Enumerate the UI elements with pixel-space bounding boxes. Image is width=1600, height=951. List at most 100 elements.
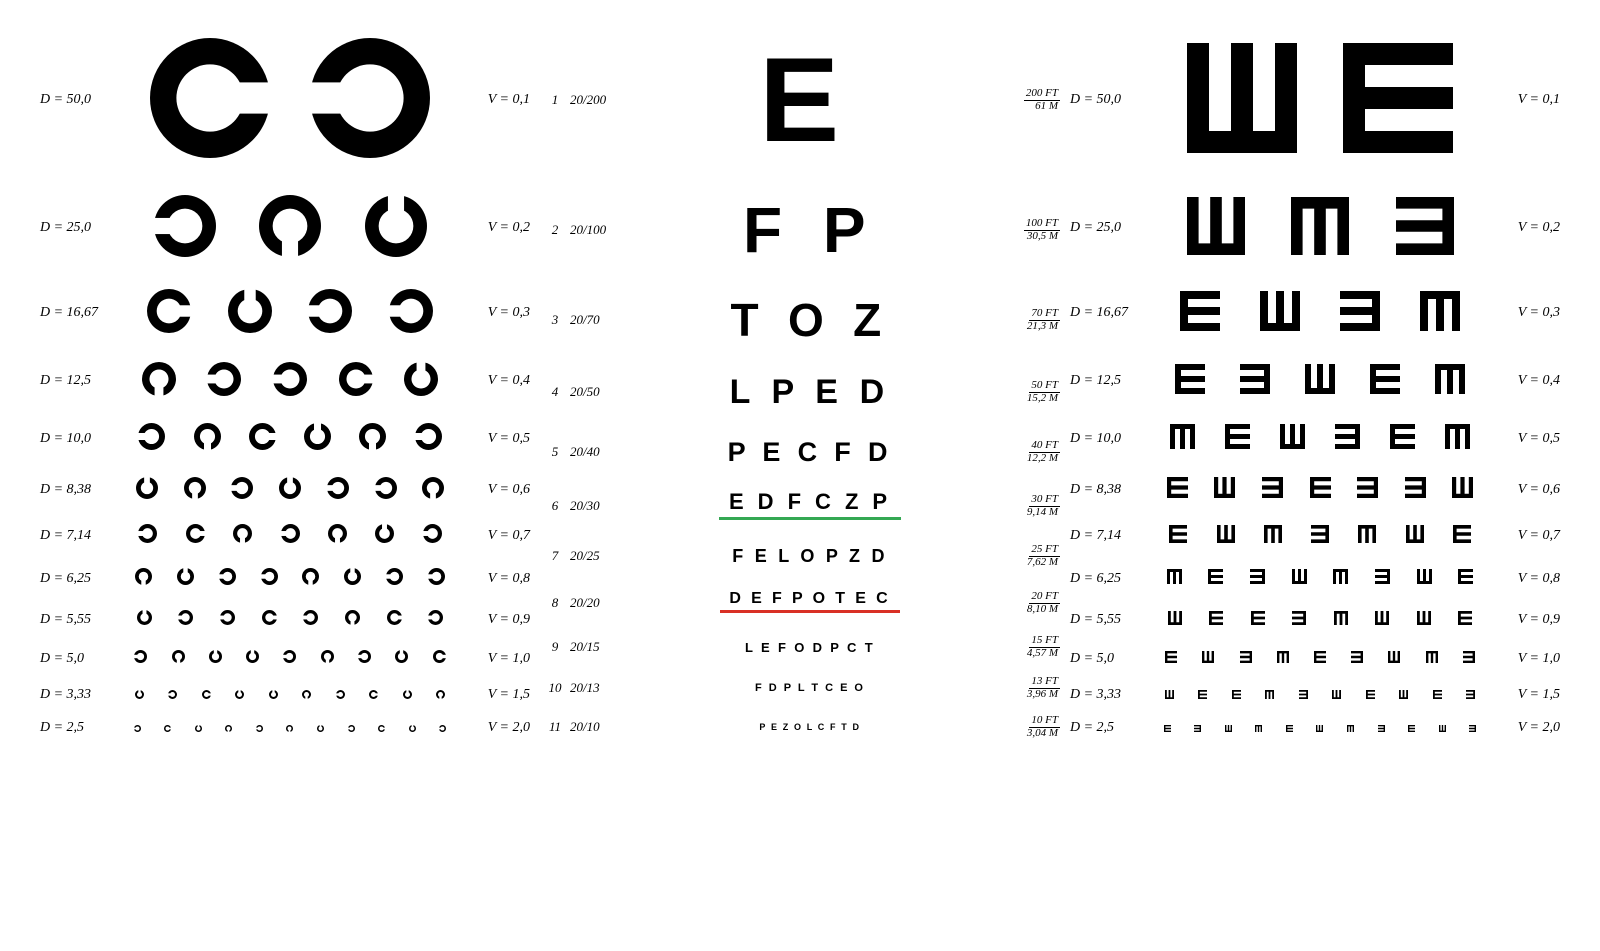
tumbling-symbols (1140, 719, 1500, 737)
tumbling-e-icon (1187, 197, 1245, 260)
tumbling-e-icon (1286, 719, 1293, 737)
snellen-letters: D E F P O T E C (630, 590, 990, 617)
tumbling-e-icon (1458, 569, 1473, 589)
landolt-c-icon (375, 524, 394, 548)
landolt-d-label: D = 7,14 (40, 528, 110, 544)
tumbling-e-icon (1214, 477, 1235, 503)
landolt-c-icon (283, 650, 296, 668)
tumbling-e-icon (1180, 291, 1220, 336)
tumbling-e-icon (1458, 611, 1472, 630)
snellen-row: 720/25F E L O P Z D25 FT7,62 M (540, 532, 1060, 580)
landolt-c-icon (172, 650, 185, 668)
landolt-c-icon (439, 719, 446, 737)
tumbling-v-label: V = 0,8 (1500, 571, 1560, 587)
landolt-c-icon (228, 289, 272, 338)
landolt-c-icon (404, 362, 438, 401)
snellen-distance: 100 FT30,5 M (990, 218, 1060, 242)
snellen-distance-ft: 20 FT (1029, 591, 1060, 604)
landolt-c-icon (142, 362, 176, 401)
tumbling-symbols (1140, 686, 1500, 704)
snellen-row: 220/100F P100 FT30,5 M (540, 180, 1060, 280)
landolt-v-label: V = 0,7 (470, 528, 530, 544)
landolt-row: D = 6,25 (40, 558, 530, 600)
tumbling-v-label: V = 2,0 (1500, 720, 1560, 736)
tumbling-e-icon (1453, 525, 1471, 548)
landolt-v-label: V = 2,0 (470, 720, 530, 736)
landolt-c-icon (164, 719, 171, 737)
snellen-distance: 30 FT9,14 M (990, 494, 1060, 518)
tumbling-e-icon (1375, 611, 1389, 630)
landolt-d-label: D = 2,5 (40, 720, 110, 736)
snellen-letters: E (630, 31, 990, 169)
tumbling-e-icon (1291, 197, 1349, 260)
tumbling-e-icon (1225, 424, 1250, 454)
snellen-letters-text: L P E D (630, 373, 990, 412)
landolt-c-icon (302, 568, 319, 590)
tumbling-e-icon (1420, 291, 1460, 336)
landolt-c-icon (135, 568, 152, 590)
landolt-c-icon (138, 524, 157, 548)
landolt-c-icon (358, 650, 371, 668)
landolt-c-icon (281, 524, 300, 548)
tumbling-e-icon (1463, 650, 1475, 668)
tumbling-row: D = 25,0 V = 0,2 (1070, 180, 1560, 276)
tumbling-e-icon (1165, 686, 1174, 704)
tumbling-e-icon (1333, 569, 1348, 589)
landolt-symbols (110, 650, 470, 668)
tumbling-e-icon (1469, 719, 1476, 737)
tumbling-symbols (1140, 43, 1500, 158)
snellen-letters-text: F P (630, 193, 990, 267)
landolt-symbols (110, 524, 470, 548)
tumbling-e-icon (1366, 686, 1375, 704)
tumbling-e-icon (1334, 611, 1348, 630)
landolt-symbols (110, 38, 470, 163)
tumbling-row: D = 50,0 V = 0,1 (1070, 20, 1560, 180)
snellen-row: 420/50L P E D50 FT15,2 M (540, 360, 1060, 424)
landolt-c-icon (184, 477, 206, 504)
tumbling-e-icon (1264, 525, 1282, 548)
snellen-distance: 13 FT3,96 M (990, 676, 1060, 700)
tumbling-symbols (1140, 611, 1500, 630)
snellen-letters: L E F O D P C T (630, 640, 990, 655)
landolt-c-icon (202, 686, 211, 704)
landolt-d-label: D = 5,55 (40, 612, 110, 628)
snellen-distance-m: 21,3 M (1025, 321, 1060, 333)
snellen-row: 620/30E D F C Z P30 FT9,14 M (540, 480, 1060, 532)
snellen-distance: 15 FT4,57 M (990, 635, 1060, 659)
landolt-c-icon (433, 650, 446, 668)
snellen-acuity: 20/70 (570, 312, 630, 328)
landolt-c-icon (286, 719, 293, 737)
tumbling-row: D = 7,14 V = 0,7 (1070, 514, 1560, 558)
landolt-c-icon (359, 423, 386, 455)
snellen-row-number: 1 (540, 92, 570, 108)
landolt-symbols (110, 289, 470, 338)
tumbling-e-icon (1250, 569, 1265, 589)
snellen-row: 520/40P E C F D40 FT12,2 M (540, 424, 1060, 480)
snellen-distance-ft: 50 FT (1029, 380, 1060, 393)
tumbling-e-icon (1408, 719, 1415, 737)
tumbling-e-icon (1240, 364, 1270, 399)
snellen-letters: F P (630, 193, 990, 267)
tumbling-e-icon (1332, 686, 1341, 704)
snellen-letters-text: L E F O D P C T (630, 640, 990, 655)
snellen-distance-m: 3,04 M (1025, 728, 1060, 740)
landolt-c-icon (304, 423, 331, 455)
tumbling-symbols (1140, 650, 1500, 668)
landolt-v-label: V = 0,1 (470, 92, 530, 108)
landolt-c-icon (436, 686, 445, 704)
snellen-distance-ft: 200 FT (1024, 88, 1060, 101)
snellen-acuity: 20/10 (570, 719, 630, 735)
landolt-d-label: D = 6,25 (40, 571, 110, 587)
snellen-letters: P E C F D (630, 437, 990, 468)
snellen-row-number: 11 (540, 719, 570, 735)
landolt-c-icon (220, 610, 235, 630)
snellen-letters-text: P E C F D (630, 437, 990, 468)
tumbling-e-icon (1388, 650, 1400, 668)
tumbling-e-icon (1445, 424, 1470, 454)
snellen-row: 120/200E200 FT61 M (540, 20, 1060, 180)
tumbling-e-icon (1225, 719, 1232, 737)
tumbling-e-icon (1417, 611, 1431, 630)
landolt-c-icon (147, 289, 191, 338)
tumbling-e-icon (1262, 477, 1283, 503)
tumbling-v-label: V = 0,3 (1500, 305, 1560, 321)
